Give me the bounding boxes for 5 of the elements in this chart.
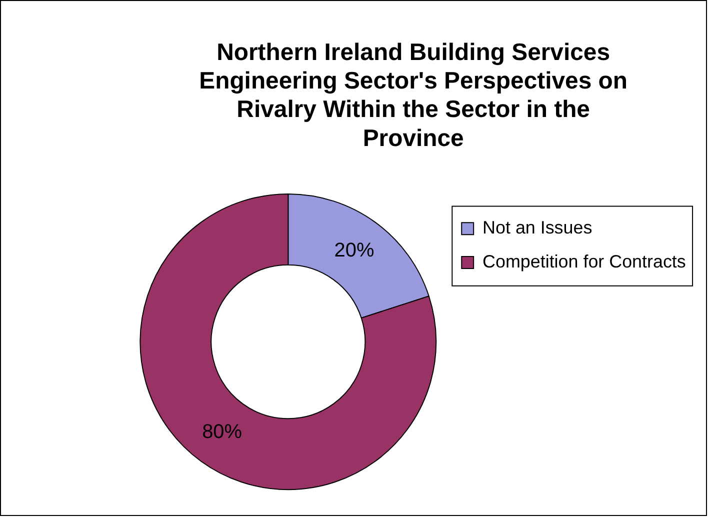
data-label: 80%	[202, 421, 242, 444]
legend-label: Not an Issues	[482, 218, 592, 238]
legend-label: Competition for Contracts	[482, 251, 686, 272]
data-label: 20%	[334, 239, 374, 262]
chart-title: Northern Ireland Building Services Engineering Sector's Perspectives on Rivalry Within the Sector in the Province	[199, 38, 628, 152]
